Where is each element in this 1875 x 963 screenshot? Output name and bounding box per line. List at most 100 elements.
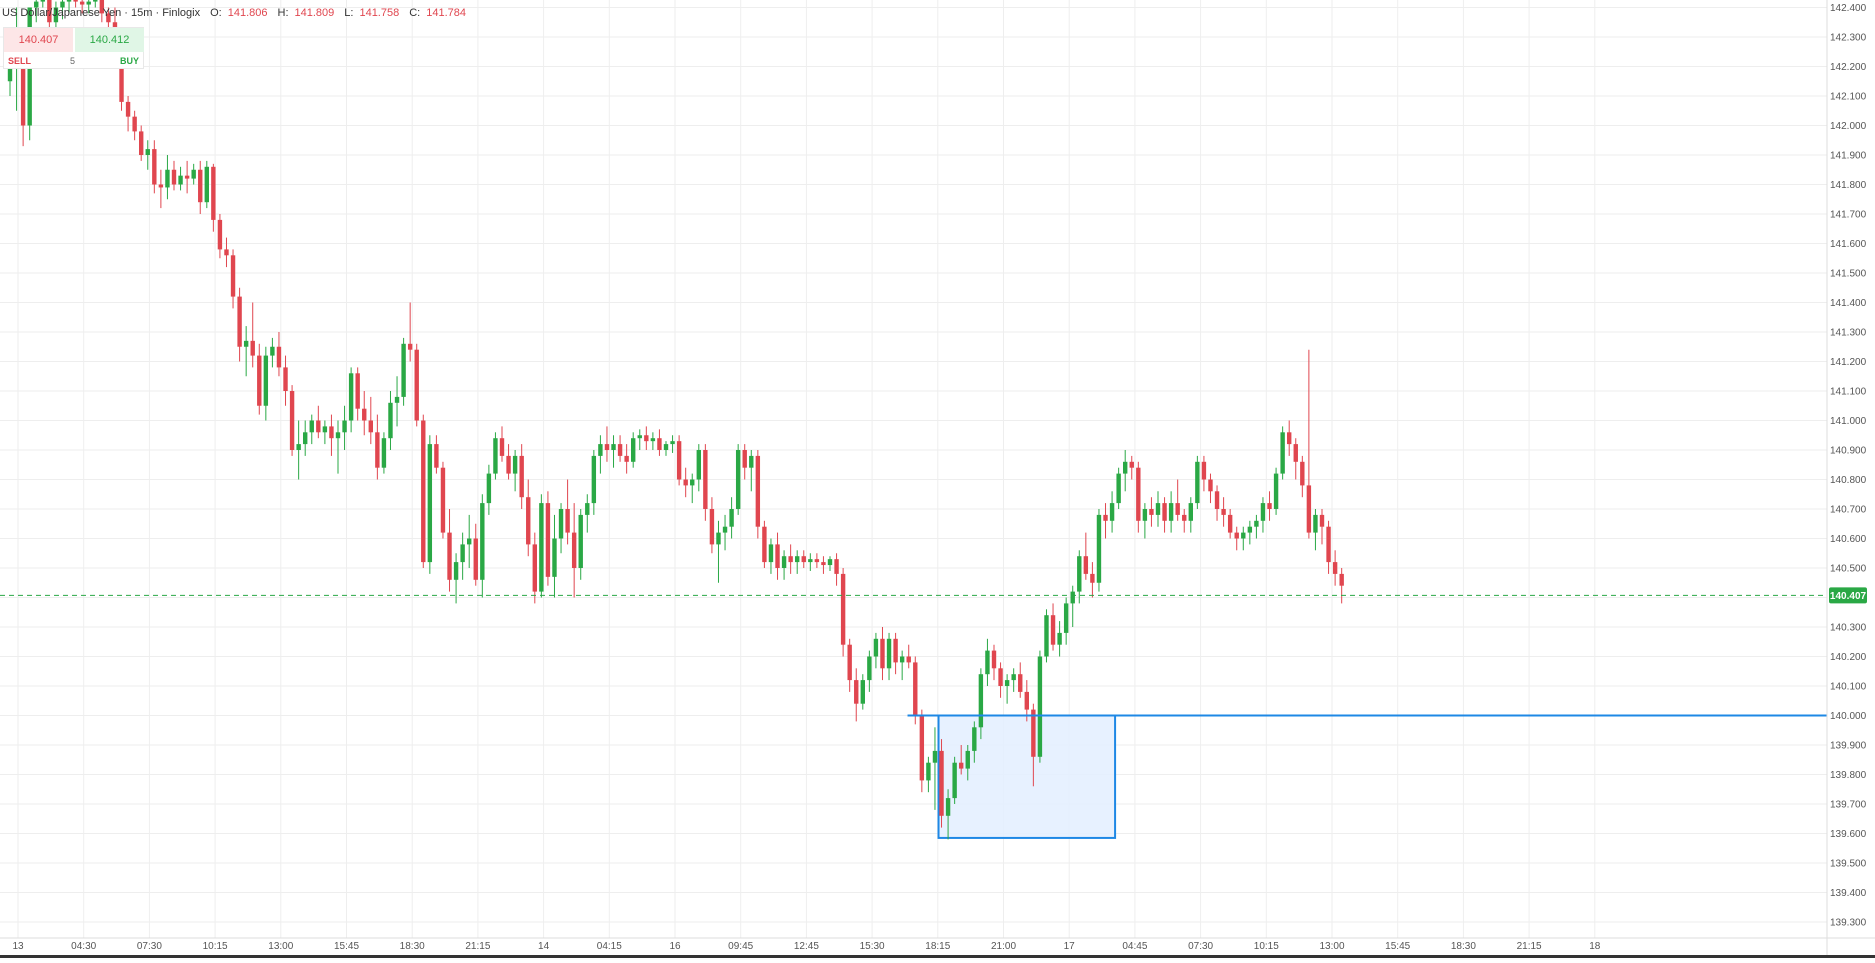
candle[interactable] xyxy=(93,0,98,8)
candle[interactable] xyxy=(893,632,898,675)
candle[interactable] xyxy=(1031,703,1036,787)
candle[interactable] xyxy=(795,550,800,574)
candle[interactable] xyxy=(263,346,269,421)
candles[interactable] xyxy=(7,0,1344,840)
buy-button[interactable]: BUY xyxy=(119,56,139,66)
candle[interactable] xyxy=(230,249,236,309)
candle[interactable] xyxy=(512,450,518,492)
candle[interactable] xyxy=(978,668,984,740)
candle[interactable] xyxy=(1103,503,1108,539)
candle[interactable] xyxy=(808,553,813,571)
demand-zone-rectangle[interactable] xyxy=(937,714,1117,839)
candle[interactable] xyxy=(375,414,380,480)
candle[interactable] xyxy=(79,0,85,14)
candle[interactable] xyxy=(1208,473,1213,504)
candle[interactable] xyxy=(913,656,918,725)
candle[interactable] xyxy=(342,405,347,450)
candle[interactable] xyxy=(985,638,990,686)
candle[interactable] xyxy=(434,435,439,474)
candle[interactable] xyxy=(1332,550,1338,586)
candle[interactable] xyxy=(1083,532,1089,580)
candle[interactable] xyxy=(283,355,288,406)
candle[interactable] xyxy=(939,739,944,828)
candle[interactable] xyxy=(585,494,590,533)
candle[interactable] xyxy=(440,461,446,539)
candle[interactable] xyxy=(40,0,45,8)
candle[interactable] xyxy=(73,0,78,8)
candle[interactable] xyxy=(1280,426,1285,480)
candle[interactable] xyxy=(821,556,826,574)
candle[interactable] xyxy=(125,96,131,132)
candle[interactable] xyxy=(1267,491,1272,521)
candle[interactable] xyxy=(1306,349,1312,539)
candle[interactable] xyxy=(1227,509,1233,539)
candle[interactable] xyxy=(663,441,669,456)
candle[interactable] xyxy=(7,66,13,97)
candle[interactable] xyxy=(539,494,544,598)
candle[interactable] xyxy=(53,1,59,29)
candle[interactable] xyxy=(952,756,957,804)
candle[interactable] xyxy=(1044,609,1049,663)
candle[interactable] xyxy=(644,426,649,450)
candle[interactable] xyxy=(1057,621,1062,657)
candle[interactable] xyxy=(1063,597,1069,645)
candle[interactable] xyxy=(243,326,249,377)
candle[interactable] xyxy=(1096,509,1102,592)
candle[interactable] xyxy=(1116,467,1121,509)
candle[interactable] xyxy=(532,532,537,604)
candle[interactable] xyxy=(1142,503,1148,539)
candle[interactable] xyxy=(860,674,865,710)
candle[interactable] xyxy=(1287,420,1292,456)
candle[interactable] xyxy=(631,432,636,468)
candle[interactable] xyxy=(749,450,754,492)
candle[interactable] xyxy=(139,125,144,161)
candle[interactable] xyxy=(66,0,72,14)
candle[interactable] xyxy=(1018,662,1023,698)
candle[interactable] xyxy=(1326,520,1331,574)
candle[interactable] xyxy=(1168,491,1174,533)
candle[interactable] xyxy=(460,532,465,580)
sell-price-button[interactable]: 140.407 xyxy=(4,28,73,52)
candle[interactable] xyxy=(335,420,341,474)
candle[interactable] xyxy=(473,523,478,586)
candle[interactable] xyxy=(650,432,656,450)
candle[interactable] xyxy=(480,494,485,598)
candle[interactable] xyxy=(742,444,747,480)
candle[interactable] xyxy=(401,337,406,406)
candle[interactable] xyxy=(552,514,557,598)
candle[interactable] xyxy=(1254,514,1259,539)
candle[interactable] xyxy=(145,140,150,170)
candle[interactable] xyxy=(1090,562,1095,598)
candle[interactable] xyxy=(926,756,931,793)
candle[interactable] xyxy=(755,450,761,539)
candle[interactable] xyxy=(493,432,498,480)
candle[interactable] xyxy=(565,479,570,545)
candle[interactable] xyxy=(270,337,275,368)
candle[interactable] xyxy=(847,638,852,692)
buy-price-button[interactable]: 140.412 xyxy=(75,28,144,52)
candle[interactable] xyxy=(368,396,373,445)
candle[interactable] xyxy=(198,160,203,214)
candle[interactable] xyxy=(506,444,511,480)
candle[interactable] xyxy=(414,343,419,427)
candle[interactable] xyxy=(388,391,393,450)
candle[interactable] xyxy=(191,163,196,185)
candle[interactable] xyxy=(1247,520,1253,545)
candle[interactable] xyxy=(99,0,105,23)
candle[interactable] xyxy=(289,385,295,456)
candle[interactable] xyxy=(998,662,1003,698)
candle[interactable] xyxy=(1313,509,1318,551)
candle[interactable] xyxy=(873,632,879,669)
candle[interactable] xyxy=(355,367,360,421)
candle[interactable] xyxy=(906,644,911,669)
candle[interactable] xyxy=(1136,461,1141,533)
candle[interactable] xyxy=(329,414,334,456)
candle[interactable] xyxy=(1214,485,1220,521)
candle[interactable] xyxy=(499,426,505,462)
candle[interactable] xyxy=(486,464,492,515)
candle[interactable] xyxy=(152,140,157,194)
candle[interactable] xyxy=(801,550,806,568)
candle[interactable] xyxy=(421,414,426,568)
candle[interactable] xyxy=(696,444,701,492)
